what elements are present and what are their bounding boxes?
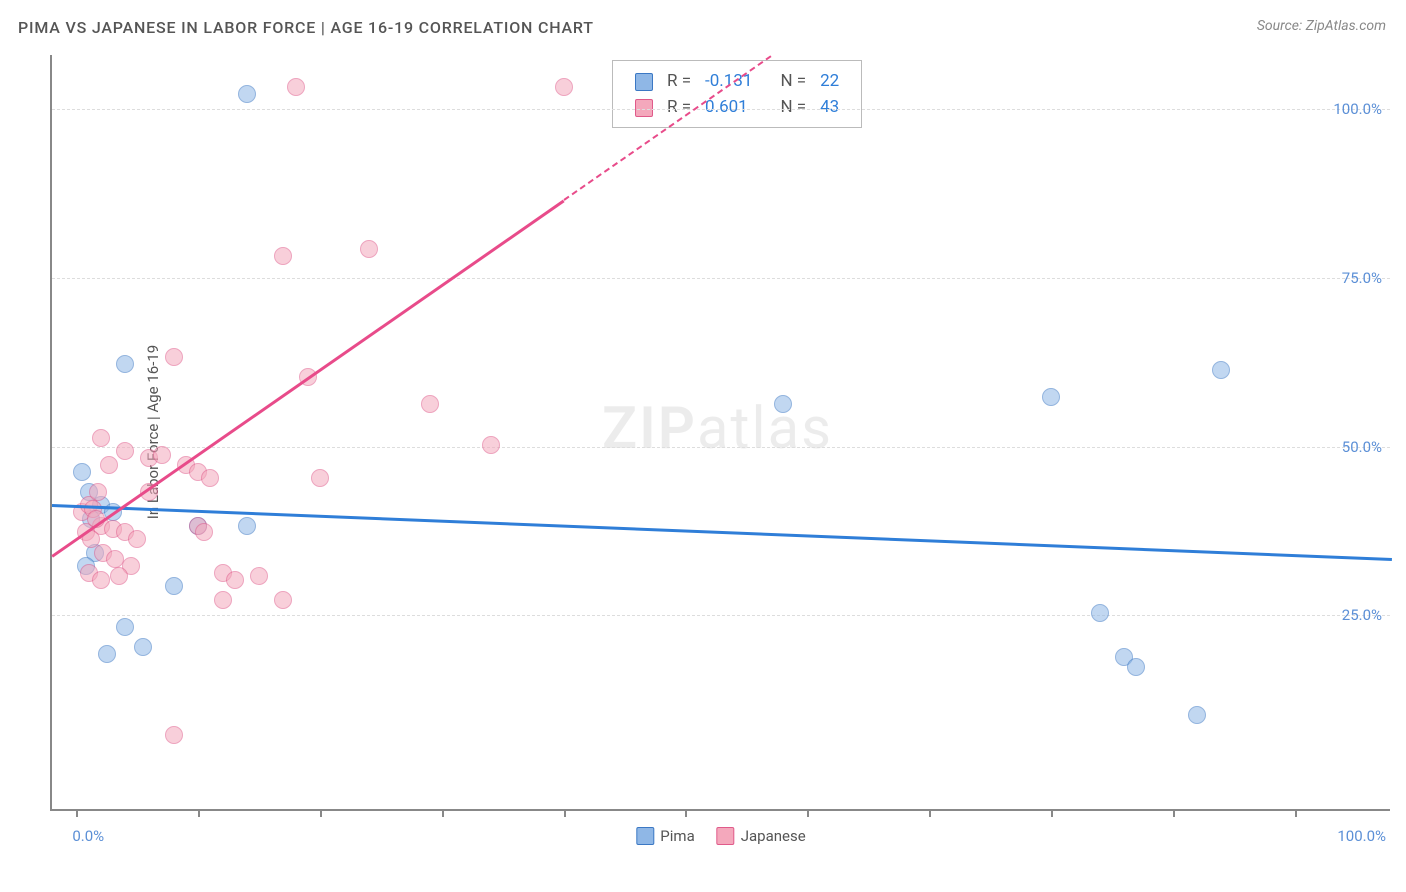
scatter-point-japanese <box>250 567 268 585</box>
x-tick <box>929 809 931 817</box>
scatter-point-japanese <box>311 469 329 487</box>
x-tick-label: 0.0% <box>72 827 104 845</box>
scatter-point-pima <box>165 577 183 595</box>
y-tick-label: 25.0% <box>1342 606 1382 624</box>
x-tick <box>442 809 444 817</box>
scatter-point-japanese <box>287 78 305 96</box>
legend-swatch-japanese <box>635 99 653 117</box>
scatter-point-japanese <box>201 469 219 487</box>
scatter-point-japanese <box>274 591 292 609</box>
legend-n-label: N = <box>774 95 812 119</box>
scatter-point-japanese <box>195 523 213 541</box>
scatter-point-pima <box>116 618 134 636</box>
legend-n-value-japanese: 43 <box>814 95 845 119</box>
x-tick <box>807 809 809 817</box>
scatter-point-japanese <box>128 530 146 548</box>
gridline <box>52 615 1390 616</box>
source-attribution: Source: ZipAtlas.com <box>1257 18 1386 34</box>
scatter-point-japanese <box>100 456 118 474</box>
scatter-point-japanese <box>360 240 378 258</box>
watermark-zip: ZIP <box>602 395 697 463</box>
legend-swatch-pima <box>635 73 653 91</box>
scatter-point-japanese <box>165 348 183 366</box>
x-tick <box>1051 809 1053 817</box>
scatter-point-pima <box>238 85 256 103</box>
x-tick <box>685 809 687 817</box>
series-legend: Pima Japanese <box>636 827 805 845</box>
x-tick-label: 100.0% <box>1337 827 1386 845</box>
chart-title: PIMA VS JAPANESE IN LABOR FORCE | AGE 16… <box>18 18 594 37</box>
legend-r-label: R = <box>661 69 697 93</box>
x-tick <box>1173 809 1175 817</box>
scatter-point-pima <box>134 638 152 656</box>
scatter-point-japanese <box>92 571 110 589</box>
watermark-atlas: atlas <box>697 395 833 463</box>
y-tick-label: 50.0% <box>1342 438 1382 456</box>
legend-n-value-pima: 22 <box>814 69 845 93</box>
scatter-point-japanese <box>226 571 244 589</box>
x-tick <box>320 809 322 817</box>
scatter-point-japanese <box>110 567 128 585</box>
gridline <box>52 447 1390 448</box>
x-tick <box>564 809 566 817</box>
scatter-point-japanese <box>165 726 183 744</box>
trend-line <box>51 199 564 557</box>
scatter-point-japanese <box>482 436 500 454</box>
gridline <box>52 109 1390 110</box>
scatter-point-japanese <box>274 247 292 265</box>
scatter-point-pima <box>774 395 792 413</box>
legend-swatch-japanese <box>717 827 735 845</box>
scatter-point-japanese <box>116 442 134 460</box>
y-tick-label: 75.0% <box>1342 269 1382 287</box>
scatter-point-pima <box>238 517 256 535</box>
scatter-point-pima <box>98 645 116 663</box>
scatter-point-pima <box>1127 658 1145 676</box>
scatter-plot-area: In Labor Force | Age 16-19 ZIPatlas R =-… <box>50 55 1390 811</box>
scatter-point-pima <box>1091 604 1109 622</box>
legend-n-label: N = <box>774 69 812 93</box>
scatter-point-pima <box>1042 388 1060 406</box>
legend-swatch-pima <box>636 827 654 845</box>
scatter-point-japanese <box>153 446 171 464</box>
scatter-point-pima <box>1188 706 1206 724</box>
legend-label-japanese: Japanese <box>741 827 806 845</box>
legend-label-pima: Pima <box>660 827 694 845</box>
y-tick-label: 100.0% <box>1333 100 1382 118</box>
scatter-point-japanese <box>92 429 110 447</box>
legend-item-pima: Pima <box>636 827 694 845</box>
scatter-point-japanese <box>555 78 573 96</box>
x-tick <box>198 809 200 817</box>
correlation-legend: R =-0.131N =22R =0.601N =43 <box>612 60 862 128</box>
scatter-point-japanese <box>89 483 107 501</box>
x-tick <box>1295 809 1297 817</box>
legend-r-value-pima: -0.131 <box>699 69 758 93</box>
scatter-point-pima <box>116 355 134 373</box>
legend-item-japanese: Japanese <box>717 827 806 845</box>
scatter-point-japanese <box>214 591 232 609</box>
gridline <box>52 278 1390 279</box>
x-tick <box>76 809 78 817</box>
watermark: ZIPatlas <box>602 395 833 463</box>
scatter-point-pima <box>1212 361 1230 379</box>
scatter-point-pima <box>73 463 91 481</box>
scatter-point-japanese <box>421 395 439 413</box>
legend-r-label: R = <box>661 95 697 119</box>
